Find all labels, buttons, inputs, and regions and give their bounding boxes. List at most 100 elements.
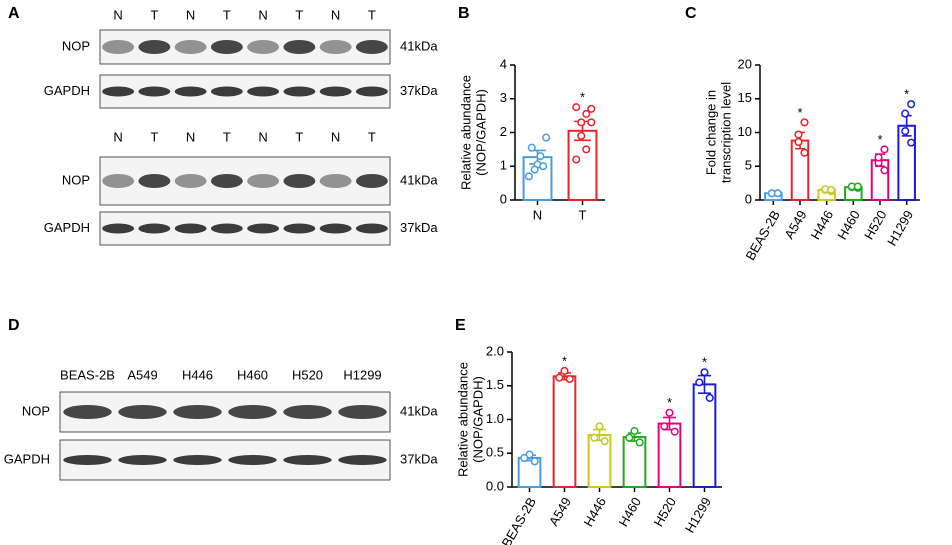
data-point: [773, 189, 782, 198]
blot-band: [283, 223, 316, 234]
significance: *: [797, 105, 802, 120]
data-point: [907, 138, 916, 147]
y-axis-label: (NOP/GAPDH): [470, 376, 485, 463]
y-axis-label: Relative abundance: [458, 75, 473, 190]
lane-label: N: [258, 129, 267, 144]
y-tick-label: 2: [500, 124, 507, 139]
blot-band: [63, 455, 112, 465]
data-point: [901, 109, 910, 118]
blot-band: [138, 86, 171, 97]
y-tick-label: 15: [738, 90, 752, 105]
data-point: [587, 118, 596, 127]
blot-band: [247, 86, 280, 97]
blot-band: [102, 223, 135, 234]
blot-band: [355, 174, 388, 188]
blot-band: [283, 174, 316, 188]
blot-band: [247, 223, 280, 234]
blot-band: [174, 40, 207, 54]
blot-band: [228, 455, 277, 465]
blot-band: [355, 40, 388, 54]
blot-band: [102, 174, 135, 188]
panel-label: C: [685, 5, 697, 22]
y-tick-label: 0: [500, 191, 507, 206]
blot-band: [319, 223, 352, 234]
blot-band: [118, 405, 167, 419]
blot-band: [138, 40, 171, 54]
data-point: [800, 118, 809, 127]
blot-band: [138, 223, 171, 234]
y-tick-label: 10: [738, 124, 752, 139]
y-axis-label: (NOP/GAPDH): [473, 89, 488, 176]
y-tick-label: 20: [738, 56, 752, 71]
data-point: [827, 185, 836, 194]
blot-band: [173, 455, 222, 465]
blot-band: [319, 86, 352, 97]
lane-label: BEAS-2B: [60, 367, 115, 382]
data-point: [582, 109, 591, 118]
lane-label: H460: [237, 367, 268, 382]
row-label: GAPDH: [44, 83, 90, 98]
size-label: 37kDa: [400, 83, 438, 98]
bar: [897, 124, 916, 201]
x-tick-label: N: [533, 207, 542, 222]
lane-label: A549: [127, 367, 157, 382]
data-point: [700, 368, 709, 377]
x-tick-label: A549: [546, 495, 574, 529]
x-tick-label: H1299: [682, 495, 714, 536]
data-point: [572, 155, 581, 164]
x-tick-label: H460: [834, 208, 863, 242]
blot-band: [173, 405, 222, 419]
data-point: [590, 433, 599, 442]
size-label: 41kDa: [400, 172, 438, 187]
blot-frame: [59, 439, 391, 481]
panel-label: E: [455, 317, 466, 334]
data-point: [536, 152, 545, 161]
y-tick-label: 1: [500, 158, 507, 173]
blot-band: [210, 174, 243, 188]
blot-band: [338, 455, 387, 465]
panel-label: A: [8, 5, 20, 22]
data-point: [670, 427, 679, 436]
blot-band: [283, 455, 332, 465]
data-point: [582, 145, 591, 154]
y-tick-label: 1.5: [486, 377, 504, 392]
x-tick-label: A549: [781, 208, 809, 242]
lane-label: N: [113, 7, 122, 22]
blot-band: [174, 86, 207, 97]
panel-label: B: [458, 5, 470, 22]
blot-band: [63, 405, 112, 419]
y-tick-label: 0.0: [486, 478, 504, 493]
data-point: [625, 433, 634, 442]
significance: *: [667, 395, 672, 410]
blot-band: [319, 40, 352, 54]
lane-label: T: [223, 7, 231, 22]
x-tick-label: H446: [808, 208, 837, 242]
x-tick-label: T: [579, 207, 587, 222]
lane-label: T: [295, 7, 303, 22]
x-tick-label: H446: [581, 495, 610, 529]
blot-band: [283, 86, 316, 97]
data-point: [660, 422, 669, 431]
blot-band: [118, 455, 167, 465]
y-tick-label: 3: [500, 90, 507, 105]
blot-band: [102, 40, 135, 54]
y-tick-label: 0.5: [486, 445, 504, 460]
y-tick-label: 5: [745, 158, 752, 173]
lane-label: T: [368, 129, 376, 144]
significance: *: [562, 353, 567, 368]
x-tick-label: BEAS-2B: [499, 495, 539, 545]
row-label: NOP: [62, 38, 90, 53]
data-point: [635, 438, 644, 447]
lane-label: N: [113, 129, 122, 144]
y-tick-label: 2.0: [486, 343, 504, 358]
lane-label: N: [186, 7, 195, 22]
data-point: [853, 182, 862, 191]
y-axis-label: Fold change in: [703, 90, 718, 175]
data-point: [524, 172, 533, 181]
lane-label: T: [295, 129, 303, 144]
lane-label: T: [368, 7, 376, 22]
row-label: GAPDH: [44, 220, 90, 235]
data-point: [794, 130, 803, 139]
data-point: [595, 422, 604, 431]
